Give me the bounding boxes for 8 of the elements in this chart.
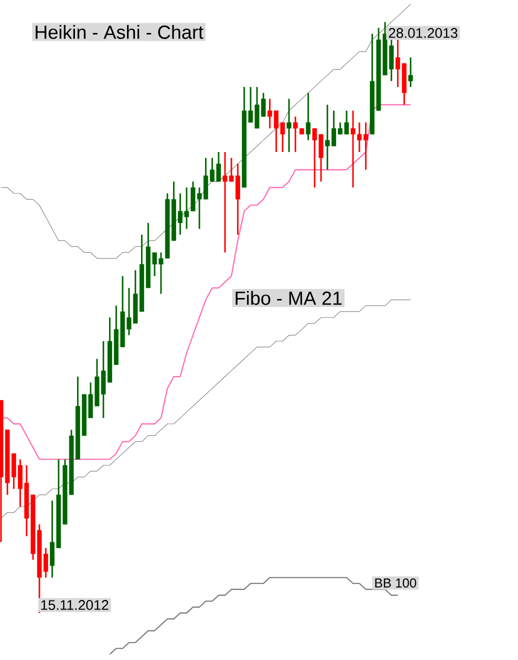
series-label: BB 100: [375, 578, 416, 588]
candlestick: [286, 98, 292, 153]
annotation: 15.11.2012: [41, 600, 108, 610]
candlestick: [408, 56, 413, 88]
candlestick: [306, 92, 310, 141]
chart-title: Heikin - Ashi - Chart: [36, 25, 204, 39]
annotation: 28.01.2013: [388, 28, 458, 38]
series-label: Fibo - MA 21: [236, 291, 342, 305]
